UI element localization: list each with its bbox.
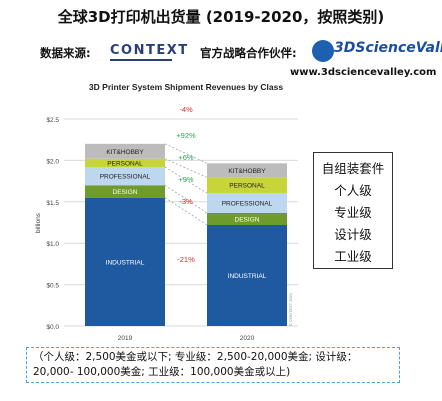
x-tick-label: 2019 <box>118 335 133 342</box>
legend-item: 自组装套件 <box>321 161 385 176</box>
change-label: -21% <box>177 255 195 264</box>
legend-item: 设计级 <box>334 227 372 242</box>
y-tick-label: $1.5 <box>46 200 59 207</box>
y-tick-label: $0.0 <box>46 324 59 331</box>
y-tick-label: $1.0 <box>46 241 59 248</box>
bar-segment-label: KIT&HOBBY <box>228 168 266 175</box>
bar-segment <box>85 185 165 198</box>
bar-segment <box>207 212 287 225</box>
bar-segment <box>207 193 287 213</box>
bar-segment <box>207 163 287 178</box>
partner-logo-text: 3DScienceValley <box>334 40 442 56</box>
partner-url: www.3dsciencevalley.com <box>290 67 437 78</box>
data-source-label: 数据来源: <box>40 46 91 60</box>
bar-segment <box>85 143 165 159</box>
bar-segment-label: DESIGN <box>235 216 260 223</box>
bar-segment <box>85 197 165 326</box>
context-logo-underline <box>110 59 172 61</box>
legend-item: 专业级 <box>334 205 372 220</box>
price-class-note: （个人级：2,500美金或以下; 专业级：2,500-20,000美金; 设计级… <box>33 351 358 378</box>
bar-segment-label: PERSONAL <box>229 183 265 190</box>
bar-segment-label: DESIGN <box>113 189 138 196</box>
bar-segment-label: INDUSTRIAL <box>106 259 145 266</box>
y-tick-label: $2.0 <box>46 158 59 165</box>
bar-segment <box>207 224 287 326</box>
change-label: -3% <box>179 197 193 206</box>
bar-segment <box>207 177 287 194</box>
legend-cn: 自组装套件个人级专业级设计级工业级 <box>313 152 393 269</box>
bar-segment-label: KIT&HOBBY <box>106 149 144 156</box>
globe-icon <box>312 40 334 62</box>
context-logo: CONTEXT <box>110 43 189 58</box>
change-label: +9% <box>178 175 194 184</box>
connector-line <box>164 197 208 226</box>
bar-segment <box>85 158 165 168</box>
y-tick-label: $2.5 <box>46 117 59 124</box>
change-label: +6% <box>178 153 194 162</box>
bar-segment-label: INDUSTRIAL <box>228 273 267 280</box>
note-box: （个人级：2,500美金或以下; 专业级：2,500-20,000美金; 设计级… <box>26 347 400 383</box>
page-title: 全球3D打印机出货量 (2019-2020，按照类别) <box>57 8 385 26</box>
y-tick-label: $0.5 <box>46 283 59 290</box>
connector-line <box>164 166 208 194</box>
x-tick-label: 2020 <box>240 335 255 342</box>
partner-label: 官方战略合作伙伴: <box>200 46 297 60</box>
bar-segment-label: PROFESSIONAL <box>100 174 151 181</box>
bar-segment-label: PROFESSIONAL <box>222 201 273 208</box>
bar-segment <box>85 167 165 186</box>
connector-line <box>164 184 208 214</box>
y-axis-label: billions <box>35 212 42 233</box>
watermark: © CONTEXT 2021 <box>288 292 293 326</box>
change-label: +92% <box>176 131 196 140</box>
chart-title: 3D Printer System Shipment Revenues by C… <box>89 82 283 92</box>
change-label: -4% <box>179 105 193 114</box>
bar-segment-label: PERSONAL <box>107 160 143 167</box>
legend-item: 工业级 <box>334 249 372 264</box>
legend-item: 个人级 <box>334 183 372 198</box>
